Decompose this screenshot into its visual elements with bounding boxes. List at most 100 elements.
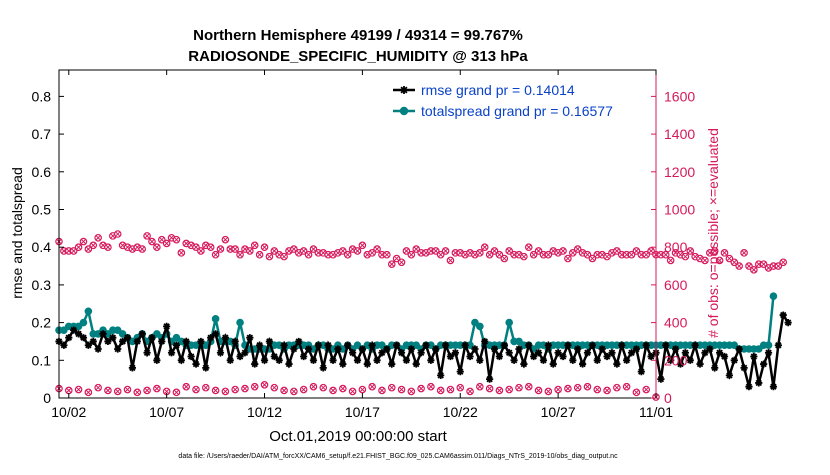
rmse-point [525, 341, 533, 349]
obs-evaluated-point [682, 254, 688, 260]
rmse-point [642, 341, 650, 349]
rmse-point [735, 345, 743, 353]
obs-low-evaluated-point [594, 386, 600, 393]
rmse-point [89, 337, 97, 346]
legend-rmse-star [400, 86, 408, 94]
obs-evaluated-point [443, 248, 449, 254]
obs-low-evaluated-point [398, 386, 405, 393]
rmse-point [623, 356, 631, 364]
rmse-point [476, 356, 484, 364]
obs-low-evaluated-point [242, 386, 248, 392]
obs-low-evaluated-point [487, 386, 493, 392]
totalspread-point [60, 326, 68, 334]
obs-evaluated-point [80, 238, 87, 245]
obs-evaluated-point [584, 252, 591, 258]
rmse-point [260, 356, 269, 364]
rmse-point [588, 341, 596, 349]
chart-title-line2: RADIOSONDE_SPECIFIC_HUMIDITY @ 313 hPa [188, 48, 528, 65]
obs-evaluated-point [589, 255, 595, 262]
obs-evaluated-point [521, 254, 527, 260]
rmse-point [314, 341, 322, 349]
rmse-point [304, 345, 313, 353]
rmse-point [388, 360, 396, 368]
y-right-tick-label: 600 [664, 277, 688, 293]
obs-evaluated-point [506, 248, 512, 254]
rmse-point [167, 349, 176, 357]
obs-evaluated-point [751, 267, 757, 273]
totalspread-point [476, 322, 484, 331]
obs-evaluated-point [222, 237, 228, 243]
obs-evaluated-point [545, 252, 551, 258]
obs-evaluated-point [408, 252, 414, 258]
obs-evaluated-point [85, 246, 91, 252]
rmse-point [544, 341, 552, 349]
rmse-point [657, 375, 665, 383]
rmse-point [481, 337, 489, 346]
obs-evaluated-point [301, 248, 307, 254]
obs-low-evaluated-point [408, 388, 414, 394]
obs-evaluated-point [144, 233, 150, 239]
obs-low-evaluated-point [614, 385, 620, 391]
obs-low-evaluated-point [173, 389, 179, 395]
rmse-point [618, 341, 626, 349]
obs-evaluated-point [213, 252, 219, 258]
obs-low-evaluated-point [359, 386, 365, 393]
y-left-tick-label: 0.5 [32, 201, 52, 217]
obs-evaluated-point [628, 252, 635, 258]
rmse-point [211, 330, 220, 338]
obs-evaluated-point [487, 252, 493, 258]
rmse-point [334, 345, 342, 353]
obs-low-evaluated-point [526, 384, 532, 390]
obs-evaluated-point [536, 248, 542, 254]
obs-evaluated-point [154, 244, 160, 250]
x-tick-label: 10/27 [541, 404, 576, 420]
obs-evaluated-point [359, 242, 365, 248]
obs-evaluated-point [398, 259, 405, 265]
obs-low-evaluated-point [330, 387, 336, 394]
obs-low-evaluated-point [565, 386, 571, 392]
rmse-point [740, 364, 748, 372]
rmse-point [60, 341, 68, 349]
totalspread-point [353, 341, 362, 350]
y-right-tick-label: 1400 [664, 126, 695, 142]
rmse-point [755, 379, 763, 387]
obs-evaluated-point [281, 254, 287, 260]
totalspread-point [153, 330, 161, 338]
obs-low-evaluated-point [154, 386, 160, 392]
rmse-point [549, 360, 557, 368]
obs-evaluated-point [746, 263, 752, 269]
rmse-point [143, 349, 151, 357]
rmse-point [745, 383, 753, 391]
rmse-point [676, 360, 685, 368]
rmse-point [711, 364, 719, 372]
obs-evaluated-point [208, 244, 214, 250]
y-left-tick-label: 0.7 [32, 126, 52, 142]
obs-evaluated-point [115, 231, 121, 237]
obs-evaluated-point [369, 250, 375, 256]
rmse-point [383, 345, 391, 353]
totalspread-point [378, 341, 386, 350]
obs-evaluated-point [217, 246, 224, 252]
rmse-point [187, 352, 195, 361]
rmse-point [760, 360, 768, 368]
obs-low-evaluated-point [428, 384, 434, 390]
obs-evaluated-point [291, 246, 297, 252]
obs-evaluated-point [76, 244, 82, 250]
rmse-point [104, 337, 112, 346]
rmse-point [456, 368, 464, 376]
obs-evaluated-point [374, 246, 380, 252]
obs-evaluated-point [232, 246, 238, 252]
rmse-point [696, 360, 704, 368]
obs-low-evaluated-point [252, 384, 258, 390]
rmse-point [397, 349, 406, 357]
obs-evaluated-point [403, 248, 409, 254]
totalspread-point [172, 333, 181, 342]
obs-evaluated-point [482, 244, 488, 250]
obs-low-evaluated-point [624, 384, 630, 390]
rmse-point [603, 352, 611, 361]
obs-evaluated-point [306, 252, 312, 258]
rmse-point [559, 352, 567, 361]
y-left-tick-label: 0.6 [32, 164, 52, 180]
obs-evaluated-point [604, 254, 610, 260]
legend-box [387, 77, 651, 125]
